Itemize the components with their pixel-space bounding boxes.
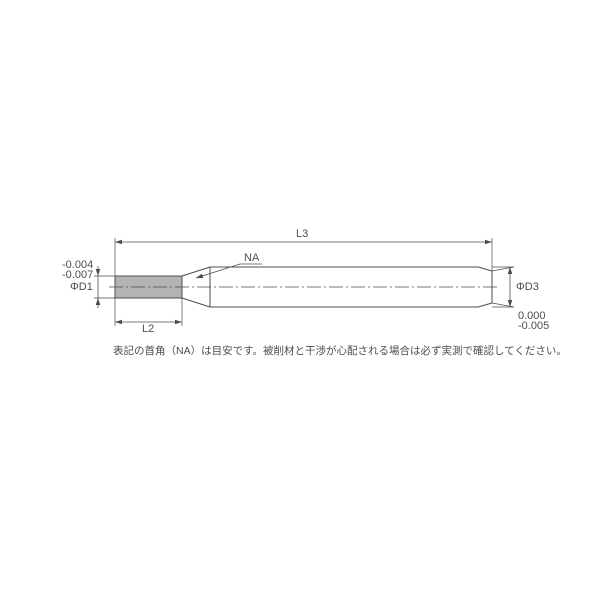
label-D3: ΦD3	[516, 281, 539, 293]
tol-D3-lower: -0.005	[518, 320, 549, 332]
label-NA: NA	[244, 252, 259, 264]
label-L3: L3	[296, 228, 308, 240]
tol-D1-lower: -0.007	[62, 269, 93, 281]
note-text: 表記の首角（NA）は目安です。被削材と干渉が心配される場合は必ず実測で確認してく…	[113, 343, 567, 358]
label-L2: L2	[142, 323, 154, 335]
label-D1: ΦD1	[70, 281, 93, 293]
diagram-stage: L3 L2 NA ΦD1 ΦD3 -0.004 -0.007 0.000 -0.…	[0, 0, 600, 600]
diagram-svg	[0, 0, 600, 600]
